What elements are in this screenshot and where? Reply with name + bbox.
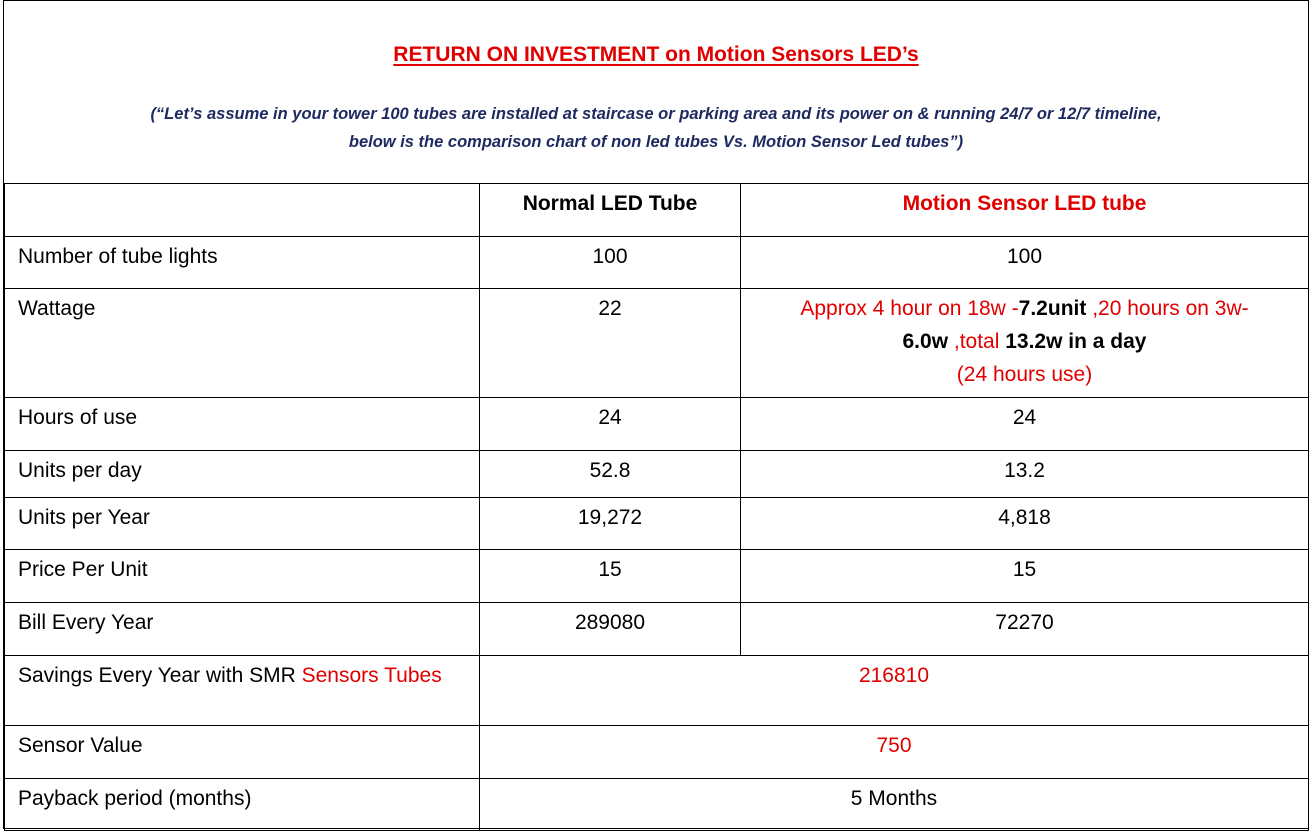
table-row: Payback period (months) 5 Months — [4, 778, 1309, 831]
table-header-row: Normal LED Tube Motion Sensor LED tube — [4, 183, 1309, 237]
price-motion-value: 15 — [740, 549, 1309, 603]
savings-label-part1: Savings Every Year with SMR — [18, 664, 302, 687]
units-year-motion-value: 4,818 — [740, 497, 1309, 550]
savings-value: 216810 — [479, 655, 1309, 726]
wattage-motion-part7: (24 hours use) — [956, 363, 1093, 386]
table-row: Savings Every Year with SMR Sensors Tube… — [4, 655, 1309, 726]
sensor-value: 750 — [479, 725, 1309, 779]
table-row: Hours of use 24 24 — [4, 397, 1309, 451]
page-subtitle: (“Let’s assume in your tower 100 tubes a… — [4, 100, 1308, 156]
tubes-normal-value: 100 — [479, 236, 741, 289]
wattage-motion-part6: 13.2w in a day — [1005, 330, 1147, 353]
subtitle-line-2: below is the comparison chart of non led… — [348, 133, 964, 151]
row-label-hours: Hours of use — [4, 397, 480, 451]
comparison-table: Normal LED Tube Motion Sensor LED tube N… — [4, 183, 1309, 831]
wattage-motion-part1: Approx 4 hour on 18w - — [800, 297, 1019, 320]
wattage-motion-part3: ,20 hours on 3w- — [1086, 297, 1249, 320]
price-normal-value: 15 — [479, 549, 741, 603]
hours-normal-value: 24 — [479, 397, 741, 451]
table-row: Sensor Value 750 — [4, 725, 1309, 779]
hours-motion-value: 24 — [740, 397, 1309, 451]
row-label-savings: Savings Every Year with SMR Sensors Tube… — [4, 655, 480, 726]
row-label-units-year: Units per Year — [4, 497, 480, 550]
table-row: Wattage 22 Approx 4 hour on 18w -7.2unit… — [4, 288, 1309, 398]
units-day-normal-value: 52.8 — [479, 450, 741, 498]
wattage-motion-value: Approx 4 hour on 18w -7.2unit ,20 hours … — [740, 288, 1309, 398]
row-label-tubes: Number of tube lights — [4, 236, 480, 289]
wattage-motion-part4: 6.0w — [902, 330, 949, 353]
row-label-bill: Bill Every Year — [4, 602, 480, 656]
row-label-wattage: Wattage — [4, 288, 480, 398]
column-header-motion: Motion Sensor LED tube — [740, 183, 1309, 237]
table-row: Number of tube lights 100 100 — [4, 236, 1309, 289]
wattage-motion-part5: ,total — [948, 330, 1006, 353]
savings-label-part2: Sensors Tubes — [301, 664, 442, 687]
units-day-motion-value: 13.2 — [740, 450, 1309, 498]
wattage-motion-part2: 7.2unit — [1018, 297, 1087, 320]
row-label-price: Price Per Unit — [4, 549, 480, 603]
bill-motion-value: 72270 — [740, 602, 1309, 656]
table-row: Bill Every Year 289080 72270 — [4, 602, 1309, 656]
row-label-payback: Payback period (months) — [4, 778, 480, 831]
table-row: Units per day 52.8 13.2 — [4, 450, 1309, 498]
bill-normal-value: 289080 — [479, 602, 741, 656]
column-header-normal: Normal LED Tube — [479, 183, 741, 237]
payback-value: 5 Months — [479, 778, 1309, 831]
header-empty-cell — [4, 183, 480, 237]
document-header: RETURN ON INVESTMENT on Motion Sensors L… — [4, 1, 1308, 184]
page-title: RETURN ON INVESTMENT on Motion Sensors L… — [393, 43, 919, 66]
units-year-normal-value: 19,272 — [479, 497, 741, 550]
table-row: Units per Year 19,272 4,818 — [4, 497, 1309, 550]
roi-document: RETURN ON INVESTMENT on Motion Sensors L… — [3, 0, 1309, 831]
wattage-normal-value: 22 — [479, 288, 741, 398]
tubes-motion-value: 100 — [740, 236, 1309, 289]
row-label-units-day: Units per day — [4, 450, 480, 498]
row-label-sensor: Sensor Value — [4, 725, 480, 779]
subtitle-line-1: (“Let’s assume in your tower 100 tubes a… — [150, 105, 1162, 123]
table-row: Price Per Unit 15 15 — [4, 549, 1309, 603]
